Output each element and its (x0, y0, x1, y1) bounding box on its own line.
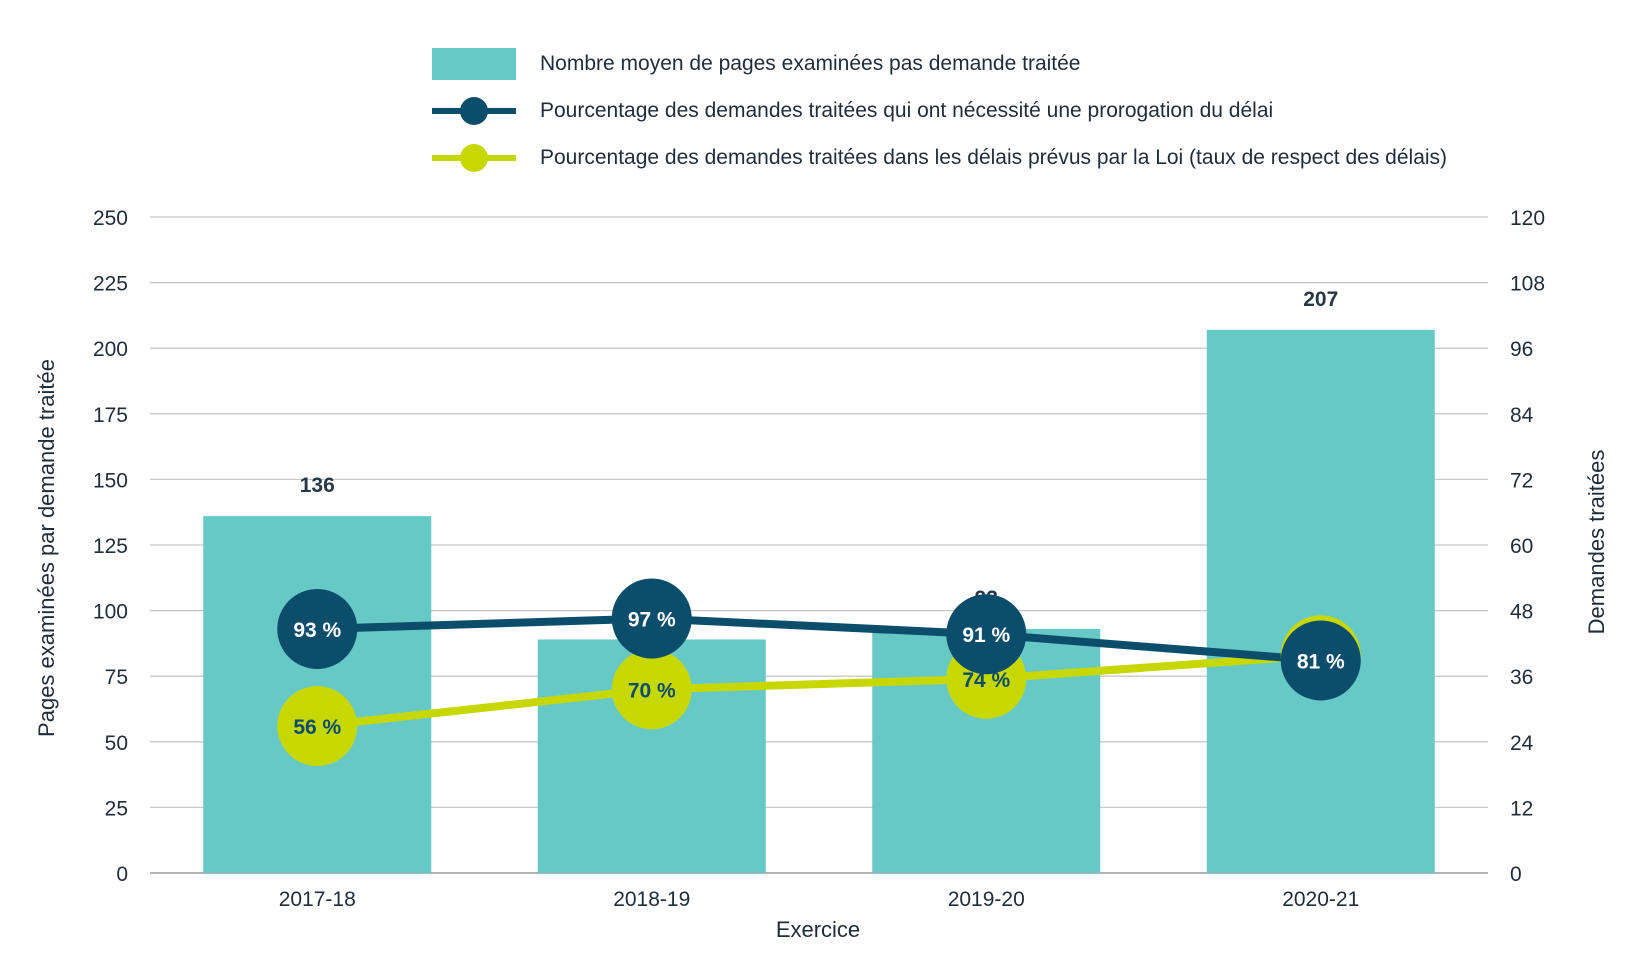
series-line-extension (317, 614, 1322, 665)
x-tick-label: 2017-18 (279, 888, 356, 911)
y-tick-label-left: 0 (116, 863, 128, 886)
marker-label-extension: 93 % (293, 619, 341, 642)
legend-item-on-time: Pourcentage des demandes traitées dans l… (432, 134, 1447, 181)
chart-legend: Nombre moyen de pages examinées pas dema… (432, 40, 1447, 181)
legend-marker-on-time (460, 143, 488, 172)
marker-label-on-time: 70 % (628, 679, 676, 702)
y-tick-label-right: 48 (1510, 601, 1533, 624)
y-tick-label-right: 108 (1510, 273, 1545, 296)
y-tick-label-right: 60 (1510, 535, 1533, 558)
y-tick-label-left: 150 (93, 469, 128, 492)
legend-swatch-extension (432, 95, 516, 127)
y-tick-label-right: 24 (1510, 732, 1534, 755)
legend-label-pages: Nombre moyen de pages examinées pas dema… (540, 51, 1081, 75)
y-tick-label-right: 72 (1510, 469, 1533, 492)
legend-item-extension: Pourcentage des demandes traitées qui on… (432, 87, 1447, 134)
legend-swatch-bar (432, 47, 516, 80)
marker-label-extension: 81 % (1297, 650, 1345, 673)
y-tick-label-left: 25 (105, 797, 128, 820)
marker-extension (1280, 620, 1361, 701)
x-tick-label: 2018-19 (613, 888, 690, 911)
legend-swatch-on-time (432, 142, 516, 174)
series-line-on-time (316, 651, 1322, 731)
legend-line-swatch-extension (432, 95, 516, 127)
y-tick-label-left: 100 (93, 601, 128, 624)
y-tick-label-left: 75 (105, 666, 128, 689)
y-axis-title-left: Pages examinées par demande traitée (34, 359, 59, 737)
legend-item-pages: Nombre moyen de pages examinées pas dema… (432, 40, 1447, 87)
y-tick-label-right: 0 (1510, 863, 1522, 886)
marker-label-extension: 97 % (628, 608, 676, 631)
y-axis-title-right: Demandes traitées (1584, 450, 1609, 635)
y-tick-label-left: 225 (93, 273, 128, 296)
legend-label-extension: Pourcentage des demandes traitées qui on… (540, 98, 1274, 122)
marker-extension (611, 578, 692, 659)
marker-label-extension: 91 % (962, 624, 1010, 647)
legend-line-swatch-on-time (432, 142, 516, 174)
bar-value-label: 136 (300, 474, 335, 497)
y-tick-label-right: 96 (1510, 338, 1533, 361)
bar (1206, 329, 1435, 873)
marker-extension (946, 594, 1027, 675)
x-tick-label: 2020-21 (1282, 888, 1359, 911)
x-axis-title: Exercice (776, 917, 860, 942)
y-tick-label-right: 36 (1510, 666, 1533, 689)
y-tick-label-right: 84 (1510, 404, 1534, 427)
legend-marker-extension (460, 96, 488, 125)
y-tick-label-right: 12 (1510, 797, 1533, 820)
marker-label-on-time: 56 % (293, 716, 341, 739)
y-tick-label-left: 125 (93, 535, 128, 558)
y-tick-label-left: 50 (105, 732, 128, 755)
y-tick-label-left: 175 (93, 404, 128, 427)
marker-on-time (611, 649, 692, 730)
marker-extension (277, 588, 358, 669)
x-tick-label: 2019-20 (948, 888, 1025, 911)
axes: 0 25 50 75 100 125 150 175 200 225 250 0 12 24 36 48 60 7… (93, 207, 1545, 911)
bar-value-label: 207 (1303, 288, 1338, 311)
y-tick-label-right: 120 (1510, 207, 1545, 230)
bars: 1368993207 (203, 288, 1435, 873)
legend-label-on-time: Pourcentage des demandes traitées dans l… (540, 145, 1448, 169)
y-tick-label-left: 250 (93, 207, 128, 230)
y-tick-label-left: 200 (93, 338, 128, 361)
marker-on-time (277, 686, 358, 767)
legend-bar-swatch (432, 47, 516, 80)
marker-label-on-time: 74 % (962, 669, 1010, 692)
series-lines: 56 %70 %74 %83 %93 %97 %91 %81 % (277, 578, 1361, 767)
